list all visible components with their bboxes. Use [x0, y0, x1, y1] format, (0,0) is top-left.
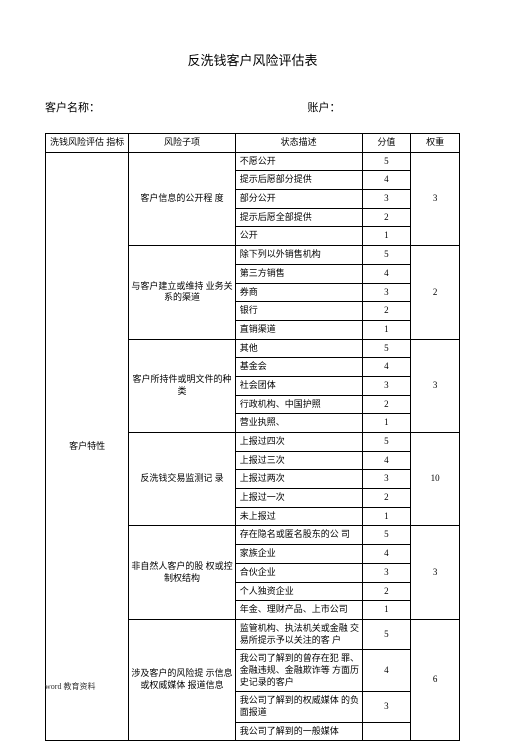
customer-name-label: 客户名称： [45, 99, 198, 115]
score-cell: 5 [362, 152, 411, 171]
score-cell: 3 [362, 470, 411, 489]
score-cell: 4 [362, 358, 411, 377]
desc-cell: 券商 [235, 283, 362, 302]
desc-cell: 公开 [235, 227, 362, 246]
desc-cell: 我公司了解到的曾存在犯 罪、金融违规、金融欺诈等 方面历史记录的客户 [235, 650, 362, 692]
score-cell: 2 [362, 395, 411, 414]
table-header-row: 洗钱风险评估 指标 风险子项 状态描述 分值 权重 [46, 134, 460, 153]
score-cell: 3 [362, 563, 411, 582]
subitem-cell: 客户信息的公开程 度 [129, 152, 236, 245]
score-cell: 3 [362, 190, 411, 209]
desc-cell: 我公司了解到的权威媒体 的负面报道 [235, 692, 362, 722]
score-cell: 1 [362, 414, 411, 433]
desc-cell: 家族企业 [235, 545, 362, 564]
score-cell: 4 [362, 264, 411, 283]
subitem-cell: 非自然人客户的股 权或控制权结构 [129, 526, 236, 619]
desc-cell: 个人独资企业 [235, 582, 362, 601]
desc-cell: 未上报过 [235, 507, 362, 526]
desc-cell: 部分公开 [235, 190, 362, 209]
subitem-cell: 反洗钱交易监测记 录 [129, 433, 236, 526]
th-weight: 权重 [411, 134, 460, 153]
desc-cell: 合伙企业 [235, 563, 362, 582]
desc-cell: 监管机构、执法机关或金融 交易所提示予以关注的客 户 [235, 619, 362, 649]
weight-cell: 3 [411, 339, 460, 432]
th-desc: 状态描述 [235, 134, 362, 153]
weight-cell: 2 [411, 246, 460, 339]
score-cell: 5 [362, 339, 411, 358]
score-cell: 5 [362, 526, 411, 545]
score-cell: 3 [362, 692, 411, 722]
score-cell: 2 [362, 489, 411, 508]
score-cell: 5 [362, 619, 411, 649]
score-cell: 5 [362, 433, 411, 452]
th-score: 分值 [362, 134, 411, 153]
subitem-cell: 客户所持件或明文件的种类 [129, 339, 236, 432]
footer-text: word 教育资料 [45, 681, 95, 692]
desc-cell: 上报过四次 [235, 433, 362, 452]
assessment-table: 洗钱风险评估 指标 风险子项 状态描述 分值 权重 客户特性 客户信息的公开程 … [45, 133, 460, 741]
weight-cell: 6 [411, 619, 460, 741]
desc-cell: 提示后愿全部提供 [235, 208, 362, 227]
score-cell: 5 [362, 246, 411, 265]
desc-cell: 上报过一次 [235, 489, 362, 508]
desc-cell: 直销渠道 [235, 320, 362, 339]
score-cell: 2 [362, 302, 411, 321]
desc-cell: 基金会 [235, 358, 362, 377]
score-cell: 2 [362, 582, 411, 601]
score-cell: 1 [362, 227, 411, 246]
desc-cell: 上报过两次 [235, 470, 362, 489]
account-label: 账户： [198, 99, 461, 115]
th-indicator: 洗钱风险评估 指标 [46, 134, 129, 153]
subitem-cell: 与客户建立或维持 业务关系的渠道 [129, 246, 236, 339]
score-cell: 2 [362, 208, 411, 227]
desc-cell: 其他 [235, 339, 362, 358]
desc-cell: 年金、理财产品、上市公司 [235, 601, 362, 620]
desc-cell: 营业执照、 [235, 414, 362, 433]
desc-cell: 除下列以外销售机构 [235, 246, 362, 265]
desc-cell: 银行 [235, 302, 362, 321]
indicator-cell: 客户特性 [46, 152, 129, 741]
score-cell: 4 [362, 650, 411, 692]
weight-cell: 3 [411, 526, 460, 619]
desc-cell: 第三方销售 [235, 264, 362, 283]
table-row: 客户特性 客户信息的公开程 度 不愿公开 5 3 [46, 152, 460, 171]
score-cell: 4 [362, 451, 411, 470]
score-cell [362, 722, 411, 741]
subitem-cell: 涉及客户的风险提 示信息或权威媒体 报道信息 [129, 619, 236, 741]
th-subitem: 风险子项 [129, 134, 236, 153]
score-cell: 1 [362, 320, 411, 339]
score-cell: 1 [362, 601, 411, 620]
doc-title: 反洗钱客户风险评估表 [45, 50, 460, 69]
desc-cell: 提示后愿部分提供 [235, 171, 362, 190]
score-cell: 4 [362, 171, 411, 190]
desc-cell: 不愿公开 [235, 152, 362, 171]
desc-cell: 上报过三次 [235, 451, 362, 470]
info-row: 客户名称： 账户： [45, 99, 460, 115]
score-cell: 3 [362, 376, 411, 395]
weight-cell: 10 [411, 433, 460, 526]
desc-cell: 我公司了解到的一般媒体 [235, 722, 362, 741]
desc-cell: 社会团体 [235, 376, 362, 395]
desc-cell: 存在隐名或匿名股东的公 司 [235, 526, 362, 545]
score-cell: 3 [362, 283, 411, 302]
desc-cell: 行政机构、中国护照 [235, 395, 362, 414]
score-cell: 1 [362, 507, 411, 526]
score-cell: 4 [362, 545, 411, 564]
weight-cell: 3 [411, 152, 460, 245]
